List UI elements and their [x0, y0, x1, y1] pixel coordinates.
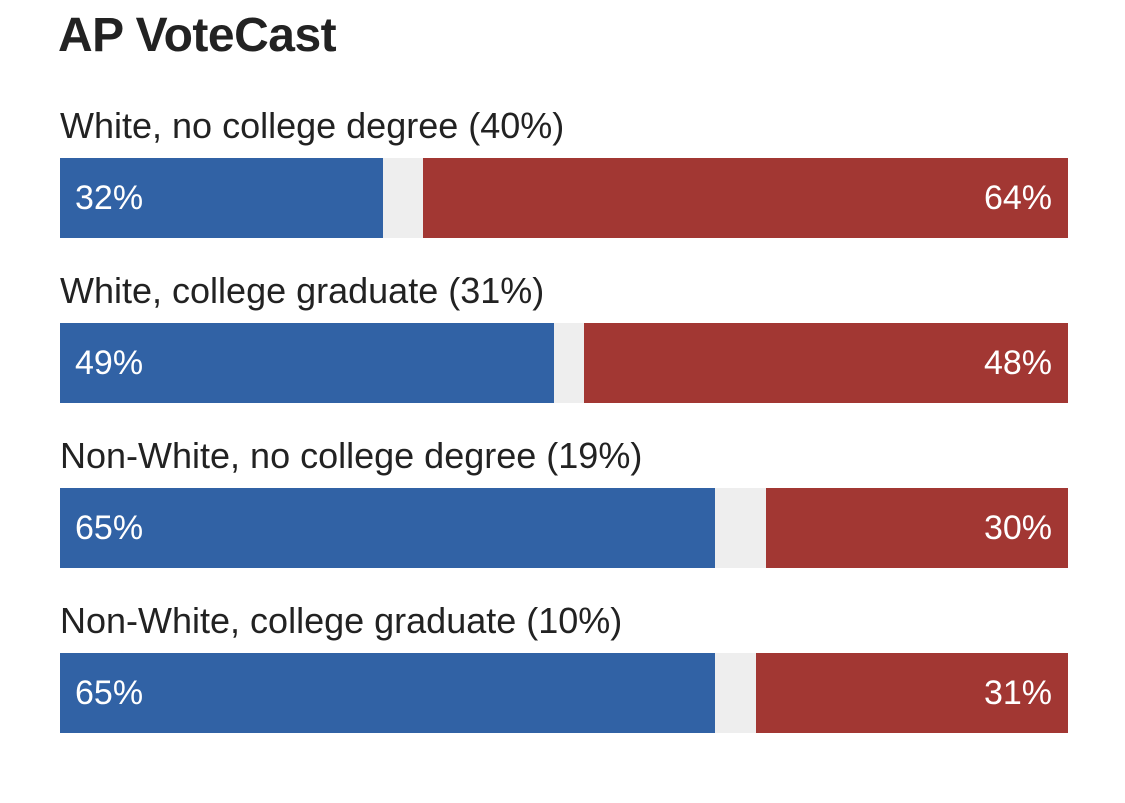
category-label: Non-White, college graduate (10%) — [60, 600, 623, 641]
bar-segment-left — [60, 323, 554, 403]
bar-track: 32% 64% — [60, 158, 1068, 238]
data-label-right: 48% — [983, 344, 1052, 382]
category-label: White, college graduate (31%) — [60, 270, 545, 311]
bar-segment-left — [60, 158, 383, 238]
data-label-right: 64% — [983, 179, 1052, 217]
data-label-left: 65% — [75, 674, 144, 712]
bar-segment-right — [765, 488, 1068, 568]
bar-track: 65% 31% — [60, 653, 1068, 733]
bar-track: 49% 48% — [60, 323, 1068, 403]
data-label-right: 30% — [983, 509, 1052, 547]
data-label-left: 32% — [75, 179, 144, 217]
category-label: Non-White, no college degree (19%) — [60, 435, 643, 476]
bar-segment-right — [755, 653, 1068, 733]
bar-segment-left — [60, 488, 716, 568]
category-label: White, no college degree (40%) — [60, 105, 565, 146]
bar-segment-left — [60, 653, 716, 733]
chart-title: AP VoteCast — [58, 9, 337, 62]
bar-track: 65% 30% — [60, 488, 1068, 568]
data-label-left: 65% — [75, 509, 144, 547]
bar-segment-right — [584, 323, 1068, 403]
data-label-right: 31% — [983, 674, 1052, 712]
bar-segment-right — [422, 158, 1068, 238]
data-label-left: 49% — [75, 344, 144, 382]
